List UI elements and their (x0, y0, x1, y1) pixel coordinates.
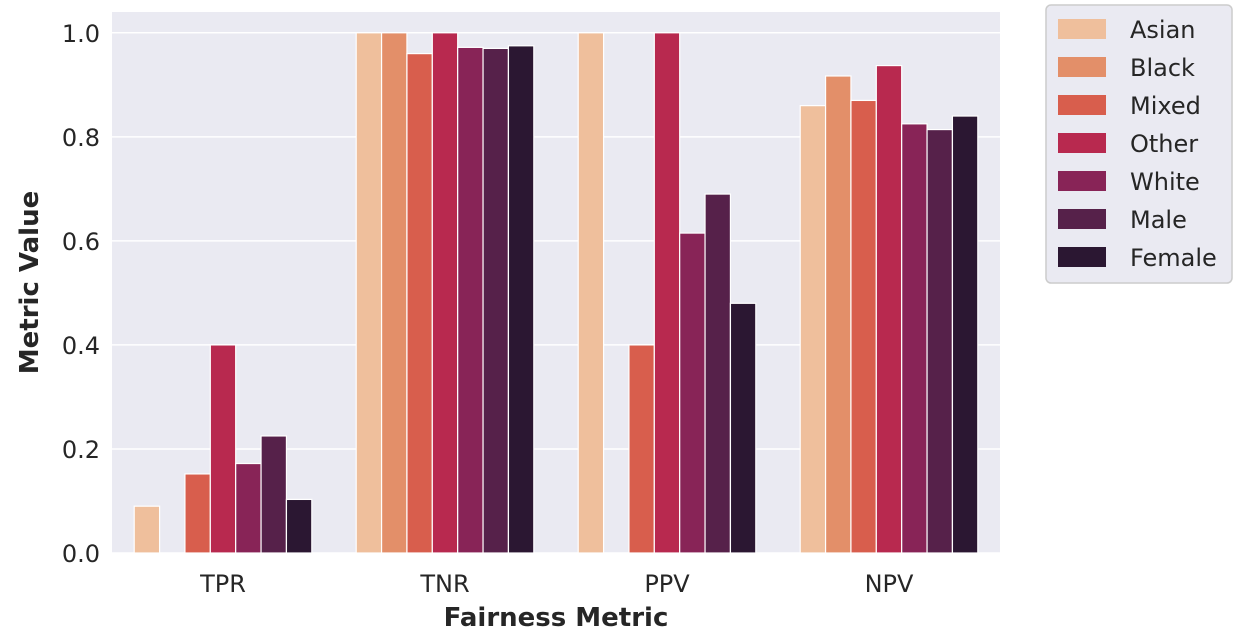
legend-label-mixed: Mixed (1130, 92, 1201, 120)
bar-tnr-black (380, 32, 408, 554)
bar-npv-male (926, 128, 954, 554)
bar-npv-white (901, 123, 928, 554)
y-tick-label: 0.2 (62, 436, 100, 464)
bar-npv-asian (799, 105, 827, 554)
bar-tnr-asian (355, 32, 383, 554)
bar-npv-black (824, 75, 852, 554)
legend-swatch-black (1058, 57, 1106, 77)
legend-label-female: Female (1130, 244, 1217, 272)
x-tick-labels: TPR TNR PPV NPV (199, 570, 914, 598)
legend-label-black: Black (1130, 54, 1195, 82)
bar-tnr-mixed (406, 53, 433, 554)
bar-tnr-white (457, 46, 484, 554)
bar-ppv-male (704, 193, 732, 554)
bar-ppv-asian (577, 32, 605, 554)
y-tick-label: 0.6 (62, 228, 100, 256)
bar-tpr-mixed (184, 473, 211, 554)
bar-tnr-male (482, 47, 510, 554)
bar-tnr-other (431, 32, 459, 554)
bar-tpr-white (235, 462, 262, 554)
legend-swatch-female (1058, 247, 1106, 267)
y-tick-labels: 0.0 0.2 0.4 0.6 0.8 1.0 (62, 20, 100, 568)
bar-ppv-white (679, 232, 706, 554)
x-tick-label: PPV (644, 570, 690, 598)
legend-label-other: Other (1130, 130, 1198, 158)
bar-npv-other (875, 64, 903, 554)
bar-tpr-female (285, 498, 313, 554)
legend-swatch-asian (1058, 19, 1106, 39)
bars-group (133, 32, 979, 554)
legend-label-white: White (1130, 168, 1200, 196)
y-tick-label: 0.4 (62, 332, 100, 360)
legend-label-asian: Asian (1130, 16, 1196, 44)
legend-swatch-white (1058, 171, 1106, 191)
legend-swatch-mixed (1058, 95, 1106, 115)
bar-npv-mixed (850, 99, 877, 554)
legend-label-male: Male (1130, 206, 1187, 234)
bar-tpr-male (260, 435, 288, 554)
y-tick-label: 0.0 (62, 540, 100, 568)
bar-tpr-asian (133, 505, 161, 554)
y-tick-label: 0.8 (62, 124, 100, 152)
x-tick-label: TPR (199, 570, 246, 598)
bar-npv-female (951, 115, 979, 554)
y-tick-label: 1.0 (62, 20, 100, 48)
x-tick-label: NPV (865, 570, 914, 598)
bar-tpr-other (209, 344, 237, 554)
legend-swatch-other (1058, 133, 1106, 153)
bar-ppv-other (653, 32, 681, 554)
legend-swatch-male (1058, 209, 1106, 229)
bar-ppv-mixed (628, 344, 655, 554)
bar-tnr-female (507, 45, 535, 554)
x-axis-label: Fairness Metric (444, 603, 669, 630)
legend: Asian Black Mixed Other White Male Female (1045, 4, 1233, 284)
bar-ppv-female (729, 302, 757, 554)
x-tick-label: TNR (419, 570, 469, 598)
y-axis-label: Metric Value (15, 191, 45, 374)
